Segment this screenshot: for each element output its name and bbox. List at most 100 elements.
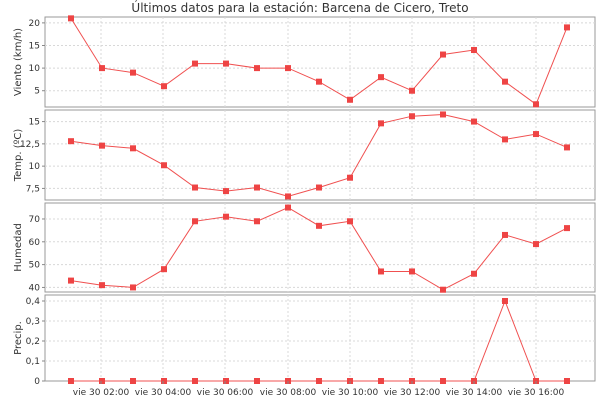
x-tick-label: vie 30 14:00 xyxy=(446,388,503,398)
data-point-marker xyxy=(254,218,260,225)
data-point-marker xyxy=(440,51,446,58)
y-tick-label: 7,5 xyxy=(26,184,40,194)
y-tick-label: 0 xyxy=(34,377,40,387)
data-point-marker xyxy=(130,145,136,152)
data-point-marker xyxy=(378,120,384,127)
data-point-marker xyxy=(316,222,322,229)
y-tick-label: 0,4 xyxy=(26,297,41,307)
x-tick-label: vie 30 06:00 xyxy=(197,388,254,398)
data-point-marker xyxy=(99,378,105,384)
data-point-marker xyxy=(347,96,353,103)
data-point-marker xyxy=(68,378,74,384)
data-point-marker xyxy=(130,378,136,384)
panel-1: 5 10 15 20 Viento (km/h) xyxy=(13,15,596,108)
data-point-marker xyxy=(440,286,446,293)
panel-3: 40 50 60 70 Humedad xyxy=(13,202,596,293)
y-axis-label: Humedad xyxy=(13,223,24,272)
data-point-marker xyxy=(564,378,570,384)
data-point-marker xyxy=(161,83,167,90)
y-tick-label: 70 xyxy=(29,215,41,225)
data-point-marker xyxy=(223,188,229,195)
data-point-marker xyxy=(471,270,477,277)
chart-title: Últimos datos para la estación: Barcena … xyxy=(131,0,468,15)
x-tick-label: vie 30 16:00 xyxy=(508,388,565,398)
data-point-marker xyxy=(285,204,291,211)
data-point-marker xyxy=(533,241,539,248)
y-tick-label: 40 xyxy=(29,283,41,293)
data-point-marker xyxy=(378,74,384,81)
y-axis-label: Viento (km/h) xyxy=(13,28,24,96)
y-tick-label: 60 xyxy=(29,238,41,248)
panel-2: 7,5 10 12,5 15 Temp. (ºC) xyxy=(13,109,596,201)
y-tick-label: 10 xyxy=(29,64,41,74)
data-point-marker xyxy=(99,65,105,72)
data-point-marker xyxy=(130,284,136,291)
data-point-marker xyxy=(285,193,291,200)
data-point-marker xyxy=(192,184,198,191)
data-point-marker xyxy=(347,218,353,225)
y-tick-label: 50 xyxy=(29,261,41,271)
data-point-marker xyxy=(192,218,198,225)
data-point-marker xyxy=(471,118,477,125)
data-point-marker xyxy=(254,184,260,191)
data-point-marker xyxy=(471,47,477,54)
data-point-marker xyxy=(254,378,260,384)
data-point-marker xyxy=(316,78,322,85)
y-tick-label: 0,1 xyxy=(26,357,40,367)
y-tick-label: 15 xyxy=(29,118,40,128)
data-point-marker xyxy=(347,174,353,181)
data-point-marker xyxy=(161,162,167,169)
x-tick-label: vie 30 02:00 xyxy=(73,388,130,398)
data-point-marker xyxy=(223,378,229,384)
x-tick-label: vie 30 08:00 xyxy=(260,388,317,398)
data-point-marker xyxy=(68,15,74,22)
data-point-marker xyxy=(192,378,198,384)
data-point-marker xyxy=(68,277,74,284)
data-point-marker xyxy=(316,378,322,384)
y-tick-label: 5 xyxy=(34,87,40,97)
data-point-marker xyxy=(99,282,105,289)
data-point-marker xyxy=(223,213,229,220)
data-point-marker xyxy=(192,60,198,67)
data-point-marker xyxy=(130,69,136,76)
y-axis-label: Precip. xyxy=(13,321,24,355)
y-tick-label: 0,2 xyxy=(26,337,40,347)
panel-frame xyxy=(44,202,596,293)
y-axis-label: Temp. (ºC) xyxy=(13,129,24,183)
data-point-marker xyxy=(316,184,322,191)
panel-frame xyxy=(44,294,596,382)
y-tick-label: 10 xyxy=(29,162,41,172)
data-point-marker xyxy=(378,378,384,384)
data-point-marker xyxy=(440,378,446,384)
data-point-marker xyxy=(440,111,446,118)
data-point-marker xyxy=(409,87,415,94)
data-point-marker xyxy=(533,101,539,108)
data-point-marker xyxy=(285,65,291,72)
data-point-marker xyxy=(99,142,105,149)
data-point-marker xyxy=(564,225,570,232)
data-point-marker xyxy=(409,113,415,120)
data-point-marker xyxy=(502,78,508,85)
data-point-marker xyxy=(564,24,570,31)
data-point-marker xyxy=(502,231,508,238)
data-point-marker xyxy=(223,60,229,67)
y-tick-label: 12,5 xyxy=(20,140,40,150)
panel-frame xyxy=(44,16,596,108)
y-tick-label: 0,3 xyxy=(26,317,40,327)
x-tick-label: vie 30 10:00 xyxy=(322,388,379,398)
data-point-marker xyxy=(378,268,384,275)
data-point-marker xyxy=(409,268,415,275)
data-point-marker xyxy=(533,131,539,138)
y-tick-label: 20 xyxy=(29,19,41,29)
data-point-marker xyxy=(254,65,260,72)
panel-4: 0 0,1 0,2 0,3 0,4 Precip. xyxy=(13,294,596,387)
data-point-marker xyxy=(161,378,167,384)
x-tick-label: vie 30 12:00 xyxy=(384,388,441,398)
data-point-marker xyxy=(502,136,508,143)
data-point-marker xyxy=(564,144,570,151)
data-point-marker xyxy=(502,298,508,304)
x-tick-label: vie 30 04:00 xyxy=(135,388,192,398)
y-tick-label: 15 xyxy=(29,41,40,51)
